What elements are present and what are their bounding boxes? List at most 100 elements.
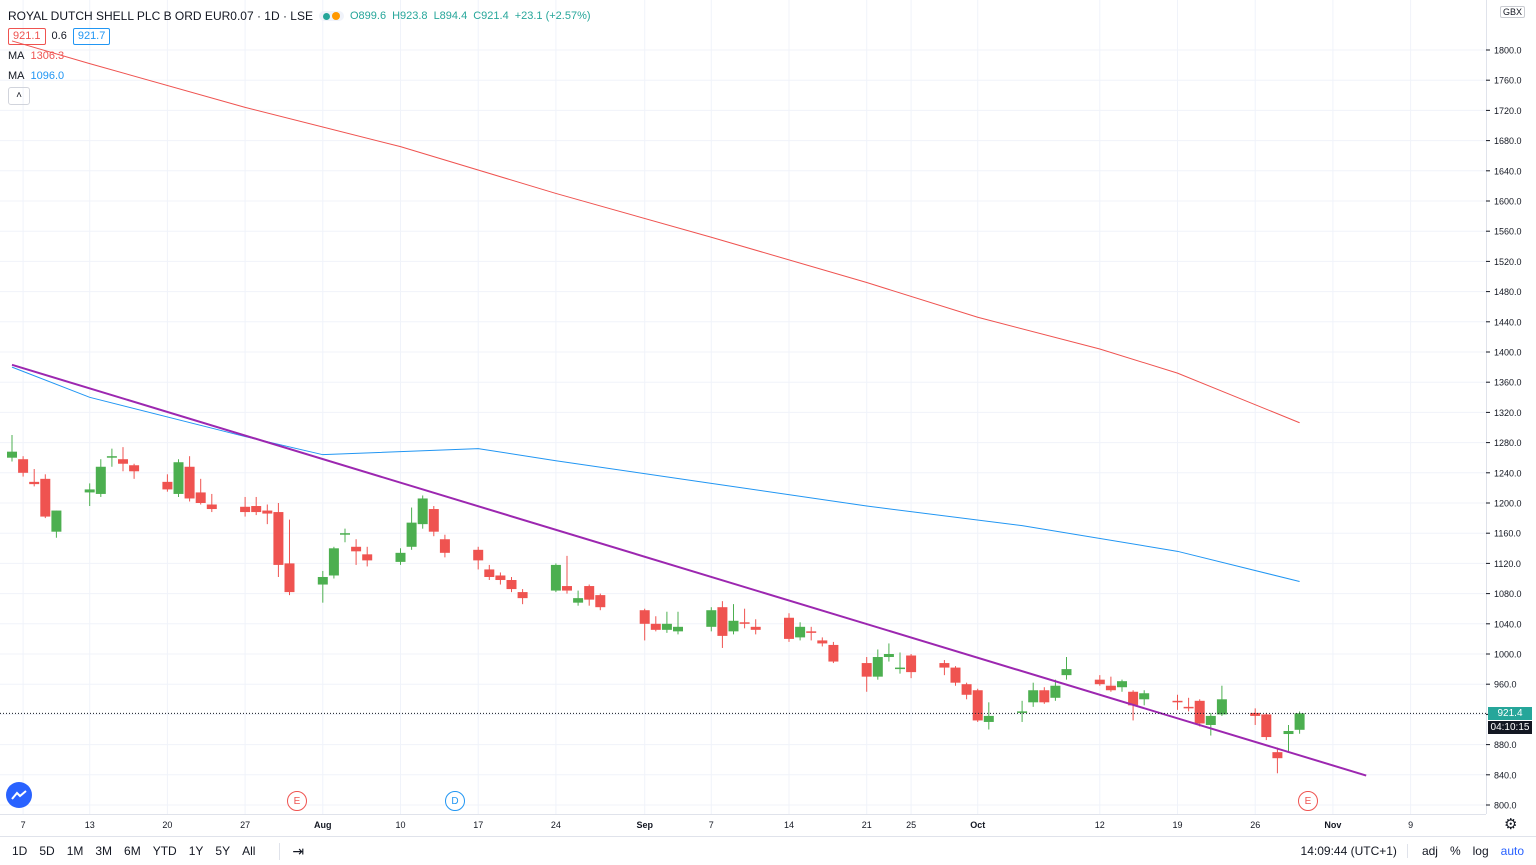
- toggle-auto[interactable]: auto: [1500, 844, 1524, 858]
- candle: [961, 682, 972, 700]
- candle: [728, 604, 739, 635]
- price-tick-label: 800.0: [1494, 801, 1517, 811]
- toggle-log[interactable]: log: [1472, 844, 1489, 858]
- candle: [184, 456, 195, 502]
- range-6m[interactable]: 6M: [124, 844, 141, 858]
- market-status-toggle[interactable]: [318, 11, 344, 21]
- candle: [1272, 747, 1283, 774]
- price-tick-label: 1760.0: [1494, 76, 1522, 86]
- candle-body: [1061, 669, 1072, 676]
- candle: [273, 503, 284, 577]
- time-tick-label: 17: [473, 820, 483, 830]
- candle-body: [895, 667, 905, 670]
- time-tick-label: 7: [21, 820, 26, 830]
- indicator-ma-short[interactable]: MA 1096.0: [8, 66, 591, 86]
- trend-line: [11, 363, 1367, 777]
- candle: [1261, 712, 1272, 741]
- candle: [650, 616, 661, 632]
- candle: [828, 641, 839, 664]
- range-1d[interactable]: 1D: [12, 844, 28, 858]
- candle: [251, 496, 262, 516]
- candle: [972, 688, 983, 722]
- earnings-badge[interactable]: E: [287, 791, 307, 811]
- candle-body: [29, 481, 40, 485]
- price-tick-label: 1720.0: [1494, 106, 1522, 116]
- price-tick-label: 1120.0: [1494, 559, 1521, 569]
- candle: [240, 496, 251, 517]
- candle: [562, 555, 572, 594]
- candle-body: [872, 657, 883, 677]
- range-all[interactable]: All: [242, 844, 256, 858]
- candle: [18, 456, 29, 477]
- toggle-percent[interactable]: %: [1449, 844, 1461, 858]
- candle-body: [1172, 700, 1183, 703]
- candle: [1028, 682, 1039, 707]
- candle: [1294, 711, 1305, 734]
- time-tick-label: 20: [162, 820, 172, 830]
- candle-body: [717, 607, 728, 636]
- ask-price-box[interactable]: 921.7: [72, 27, 111, 45]
- range-1m[interactable]: 1M: [66, 844, 84, 858]
- range-3m[interactable]: 3M: [95, 844, 113, 858]
- symbol-title[interactable]: ROYAL DUTCH SHELL PLC B ORD EUR0.07 · 1D…: [8, 9, 313, 23]
- candle-body: [495, 575, 506, 581]
- candle-body: [961, 684, 972, 695]
- candle-body: [639, 610, 650, 624]
- market-open-icon: [322, 12, 330, 20]
- time-tick-label: 21: [862, 820, 872, 830]
- range-5y[interactable]: 5Y: [215, 844, 231, 858]
- currency-icon: [331, 12, 340, 20]
- price-tick-label: 1280.0: [1494, 438, 1522, 448]
- candle-body: [1117, 681, 1127, 688]
- candle: [317, 570, 328, 603]
- candle-body: [784, 617, 794, 639]
- indicator-ma-long[interactable]: MA 1306.3: [8, 46, 591, 66]
- candle-body: [18, 459, 29, 473]
- candle: [95, 459, 106, 497]
- candle: [673, 611, 683, 635]
- candle-body: [983, 715, 994, 722]
- price-axis[interactable]: 1800.0 1760.0 1720.0 1680.0 1640.0 1600.0 1560…: [1486, 0, 1536, 814]
- earnings-badge[interactable]: E: [1298, 791, 1318, 811]
- price-tick-label: 1160.0: [1494, 529, 1521, 539]
- dividend-badge[interactable]: D: [445, 791, 465, 811]
- range-5d[interactable]: 5D: [39, 844, 55, 858]
- range-ytd[interactable]: YTD: [152, 844, 177, 858]
- candle-body: [251, 506, 262, 513]
- price-chart[interactable]: [0, 0, 1486, 814]
- candle-body: [1205, 715, 1216, 725]
- candle-body: [1105, 685, 1116, 691]
- goto-date-icon[interactable]: ⇥: [279, 842, 304, 860]
- collapse-legend-button[interactable]: ˄: [8, 87, 30, 105]
- candle-body: [51, 510, 62, 532]
- candle: [661, 611, 672, 633]
- candle: [195, 478, 206, 505]
- candle: [406, 507, 417, 550]
- price-tick-label: 1640.0: [1494, 166, 1522, 176]
- candle-body: [550, 564, 561, 591]
- settings-icon[interactable]: ⚙: [1504, 816, 1518, 833]
- chart-legend: ROYAL DUTCH SHELL PLC B ORD EUR0.07 · 1D…: [8, 6, 591, 106]
- chart-grid: [0, 0, 1486, 814]
- candle: [706, 607, 717, 632]
- candle: [284, 519, 295, 596]
- toggle-adj[interactable]: adj: [1421, 844, 1438, 858]
- ohlc-open: O899.6: [349, 10, 387, 22]
- price-tick-label: 1480.0: [1494, 287, 1522, 297]
- range-1y[interactable]: 1Y: [188, 844, 204, 858]
- candle-body: [750, 626, 761, 630]
- candle: [473, 546, 484, 570]
- tradingview-logo[interactable]: [6, 782, 32, 808]
- candle: [395, 548, 406, 565]
- candle-body: [240, 506, 251, 513]
- time-axis[interactable]: 7 13 20 27 Aug 10 17 24 Sep 7 14 21 25 Oct 12 19 26 Nov 9: [0, 814, 1486, 834]
- bid-price-box[interactable]: 921.1: [8, 27, 46, 45]
- indicator-label: MA: [8, 70, 25, 82]
- candle-body: [129, 465, 140, 472]
- candle-body: [1261, 714, 1272, 738]
- time-tick-label: 10: [395, 820, 405, 830]
- time-tick-label: 9: [1408, 820, 1413, 830]
- candle-body: [1039, 690, 1050, 703]
- clock-readout[interactable]: 14:09:44 (UTC+1): [1291, 844, 1408, 858]
- candle: [7, 435, 17, 462]
